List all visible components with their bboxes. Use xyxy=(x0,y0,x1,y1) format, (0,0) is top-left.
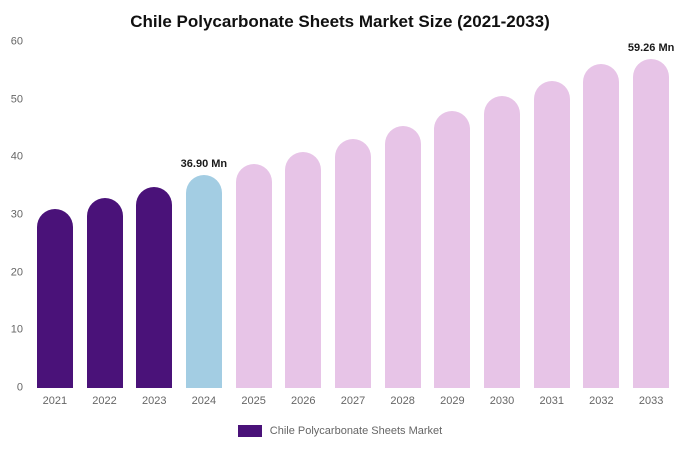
y-axis: 0 10 20 30 40 50 60 xyxy=(0,36,27,393)
y-tick-label: 40 xyxy=(10,150,23,163)
bar-value-label: 36.90 Mn xyxy=(180,158,228,171)
x-tick-label: 2028 xyxy=(390,395,415,407)
bar-column xyxy=(328,42,378,388)
bar-column xyxy=(378,42,428,388)
bar-column xyxy=(428,42,478,388)
bar xyxy=(583,63,620,388)
x-tick-label: 2030 xyxy=(489,395,515,407)
bar-column xyxy=(129,42,179,388)
legend-swatch xyxy=(237,425,262,437)
bar xyxy=(235,163,272,388)
x-tick-label: 2027 xyxy=(340,395,366,407)
x-tick-label: 2026 xyxy=(291,395,316,407)
bar-column xyxy=(229,42,279,388)
bar-column xyxy=(577,42,627,388)
chart-title: Chile Polycarbonate Sheets Market Size (… xyxy=(130,12,550,31)
bar-value-label: 59.26 Mn xyxy=(627,42,675,54)
x-tick-label: 2033 xyxy=(638,395,664,407)
bar xyxy=(36,209,73,388)
bar xyxy=(86,197,123,388)
y-tick-label: 10 xyxy=(10,323,23,336)
x-tick-label: 2023 xyxy=(141,395,167,407)
bar xyxy=(384,125,421,388)
bar-column: 36.90 Mn xyxy=(179,42,229,388)
bar xyxy=(136,187,173,388)
bar-column xyxy=(30,42,80,388)
bar-column xyxy=(278,42,328,388)
x-tick-label: 2032 xyxy=(589,395,614,407)
bar-column xyxy=(527,42,577,388)
y-tick-label: 60 xyxy=(10,35,23,48)
y-tick-label: 50 xyxy=(10,93,23,106)
x-axis: 2021 2022 2023 2024 2025 2026 2027 2028 2029 2030… xyxy=(30,395,676,407)
x-tick-label: 2024 xyxy=(191,395,217,407)
x-tick-label: 2029 xyxy=(440,395,465,407)
bar xyxy=(285,151,322,388)
bars-container: 36.90 Mn 59.26 Mn xyxy=(30,42,676,388)
x-tick-label: 2025 xyxy=(241,395,266,407)
bar xyxy=(334,138,371,388)
x-tick-label: 2022 xyxy=(92,395,117,407)
bar xyxy=(633,59,670,388)
bar xyxy=(484,96,521,388)
y-tick-label: 0 xyxy=(16,381,23,394)
bar xyxy=(185,175,222,388)
x-tick-label: 2021 xyxy=(42,395,68,407)
bar xyxy=(533,80,570,388)
plot-area: 36.90 Mn 59.26 Mn xyxy=(30,42,676,388)
y-tick-label: 30 xyxy=(10,208,23,221)
legend: Chile Polycarbonate Sheets Market xyxy=(0,425,680,437)
y-tick-label: 20 xyxy=(10,266,23,279)
bar-column: 59.26 Mn xyxy=(626,42,676,388)
bar-column xyxy=(80,42,130,388)
bar-column xyxy=(477,42,527,388)
bar xyxy=(434,111,471,388)
x-tick-label: 2031 xyxy=(539,395,564,407)
legend-label: Chile Polycarbonate Sheets Market xyxy=(269,425,443,437)
